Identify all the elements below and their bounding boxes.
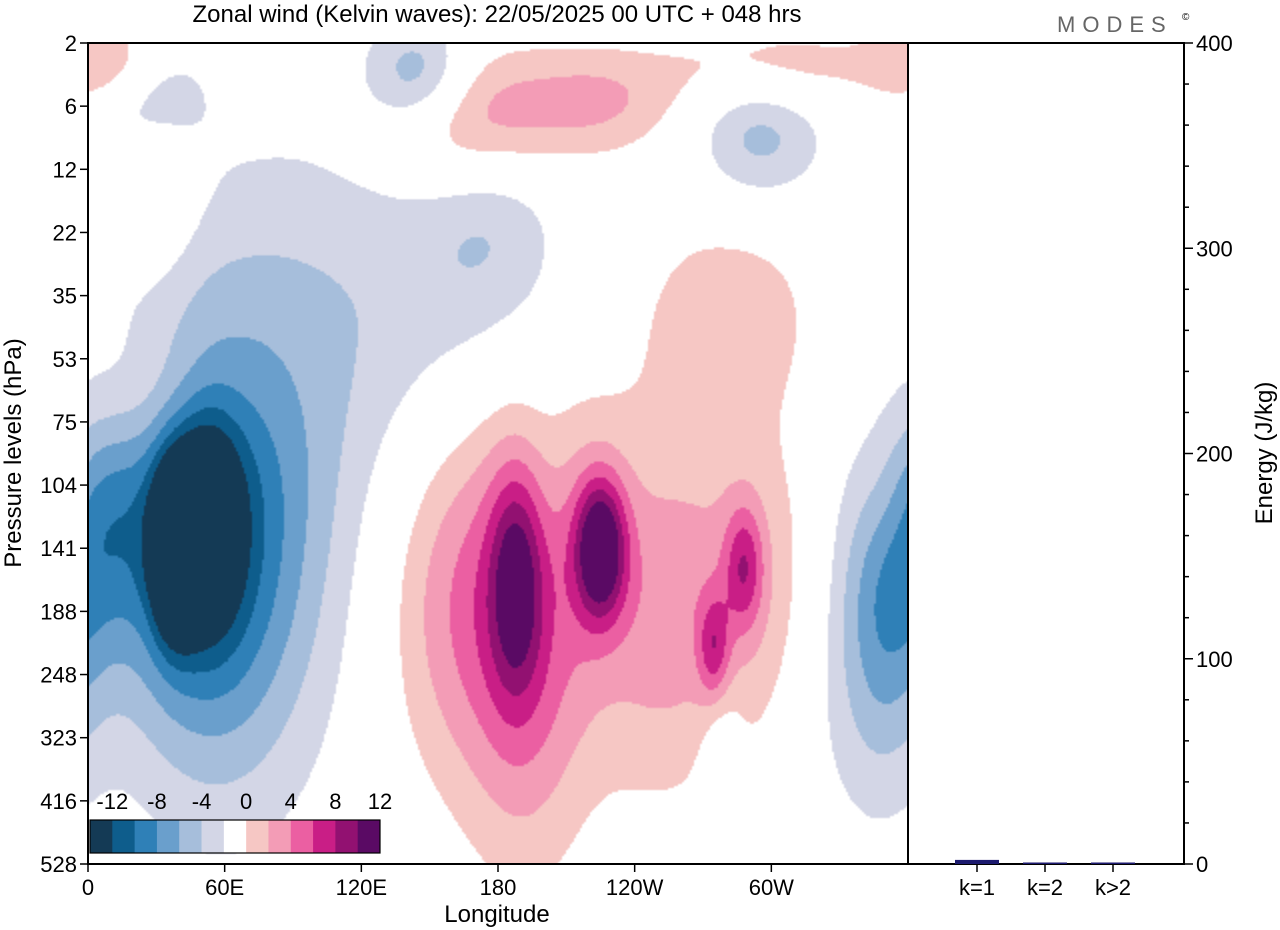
x-axis-title: Longitude xyxy=(444,901,549,928)
colorbar-cells xyxy=(90,820,381,853)
colorbar-label: 0 xyxy=(240,789,252,814)
colorbar-cell xyxy=(156,820,180,853)
colorbar-cell xyxy=(223,820,247,853)
colorbar-labels: -12 -8 -4 0 4 8 12 xyxy=(96,789,392,814)
x-tick-label: 0 xyxy=(82,875,94,900)
colorbar-label: 4 xyxy=(285,789,297,814)
chart-title: Zonal wind (Kelvin waves): 22/05/2025 00… xyxy=(193,1,802,28)
colorbar-cell xyxy=(290,820,314,853)
y-tick-label: 2 xyxy=(65,31,77,56)
x-tick-label: 180 xyxy=(480,875,517,900)
energy-panel: 0 100 200 300 400 k=1 k=2 k>2 Energy (J/kg) xyxy=(907,31,1278,900)
colorbar-label: 8 xyxy=(329,789,341,814)
energy-category-label: k>2 xyxy=(1095,875,1131,900)
x-tick-label: 120E xyxy=(336,875,387,900)
colorbar-cell xyxy=(357,820,381,853)
y-tick-label: 12 xyxy=(53,157,77,182)
x-tick-label: 120W xyxy=(606,875,664,900)
colorbar-cell xyxy=(313,820,336,853)
colorbar-cell xyxy=(268,820,292,853)
y-tick-label: 6 xyxy=(65,94,77,119)
y-tick-label: 248 xyxy=(40,663,77,688)
colorbar-label: -8 xyxy=(147,789,167,814)
energy-tick-label: 0 xyxy=(1196,852,1208,877)
y-tick-label: 104 xyxy=(40,473,77,498)
y-axis-title: Pressure levels (hPa) xyxy=(0,338,27,567)
colorbar-cell xyxy=(134,820,158,853)
energy-tick-label: 100 xyxy=(1196,647,1233,672)
colorbar: -12 -8 -4 0 4 8 12 xyxy=(89,789,392,854)
y-tick-label: 53 xyxy=(53,347,77,372)
y-tick-label: 22 xyxy=(53,220,77,245)
energy-tick-label: 300 xyxy=(1196,236,1233,261)
y-tick-label: 35 xyxy=(53,284,77,309)
y-tick-label: 416 xyxy=(40,789,77,814)
energy-axis: 0 100 200 300 400 xyxy=(1184,31,1233,877)
colorbar-cell xyxy=(90,820,113,853)
y-tick-label: 188 xyxy=(40,599,77,624)
colorbar-label: -12 xyxy=(96,789,128,814)
modes-brand-mark: © xyxy=(1182,12,1190,23)
energy-categories: k=1 k=2 k>2 xyxy=(959,864,1131,900)
colorbar-cell xyxy=(201,820,225,853)
longitude-axis: 0 60E 120E 180 120W 60W xyxy=(82,864,794,900)
pressure-axis: 2 6 12 22 35 53 75 104 141 188 248 323 416 528 xyxy=(40,31,88,877)
colorbar-cell xyxy=(335,820,359,853)
colorbar-cell xyxy=(246,820,269,853)
energy-tick-label: 200 xyxy=(1196,442,1233,467)
energy-frame xyxy=(907,42,1185,865)
colorbar-cell xyxy=(112,820,136,853)
x-tick-label: 60W xyxy=(749,875,794,900)
energy-axis-title: Energy (J/kg) xyxy=(1251,382,1278,525)
y-tick-label: 141 xyxy=(40,536,77,561)
colorbar-frame xyxy=(89,819,381,854)
y-tick-label: 75 xyxy=(53,410,77,435)
energy-category-label: k=1 xyxy=(959,875,995,900)
y-tick-label: 528 xyxy=(40,852,77,877)
colorbar-cell xyxy=(179,820,202,853)
zonal-wind-field xyxy=(88,43,908,864)
colorbar-label: -4 xyxy=(192,789,212,814)
energy-tick-label: 400 xyxy=(1196,31,1233,56)
modes-brand: MODES xyxy=(1057,12,1173,37)
energy-bar xyxy=(1023,862,1067,864)
y-tick-label: 323 xyxy=(40,726,77,751)
energy-bars xyxy=(955,859,1135,864)
colorbar-label: 12 xyxy=(368,789,392,814)
energy-category-label: k=2 xyxy=(1027,875,1063,900)
contour-plot xyxy=(87,42,909,865)
modes-logo: MODES © xyxy=(1057,12,1190,37)
energy-bar xyxy=(1091,862,1135,864)
energy-bar xyxy=(955,859,999,864)
x-tick-label: 60E xyxy=(205,875,244,900)
